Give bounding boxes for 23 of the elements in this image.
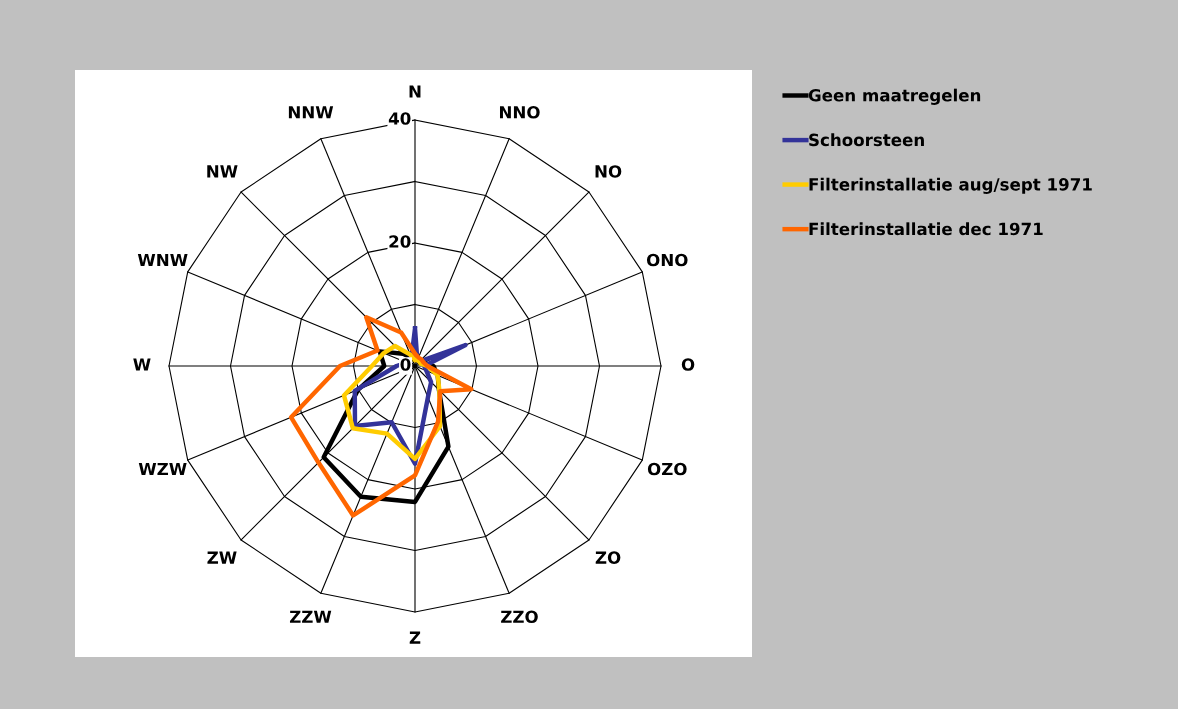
y-tick-label: 40 — [388, 112, 411, 125]
spoke-label: ZO — [595, 551, 621, 564]
legend-label: Geen maatregelen — [808, 88, 981, 105]
spoke-label: O — [681, 358, 695, 371]
spoke-label: ZW — [207, 551, 237, 564]
spoke-label: WZW — [138, 462, 187, 476]
spoke-label: NO — [595, 165, 622, 178]
spoke-label: WNW — [137, 253, 188, 267]
spoke-label: NW — [207, 165, 238, 178]
legend-label: Schoorsteen — [809, 133, 924, 147]
spoke-label: NNW — [288, 106, 334, 119]
spoke-label: OZO — [647, 462, 687, 476]
legend-label: Filterinstallatie aug/sept 1971 — [809, 177, 1092, 194]
spoke-label: NNO — [499, 105, 540, 119]
spoke-label: ZZO — [501, 610, 538, 624]
y-tick-label: 20 — [389, 235, 411, 248]
y-tick-label: 0 — [400, 358, 411, 371]
spoke-label: ZZW — [289, 610, 332, 623]
legend-label: Filterinstallatie dec 1971 — [809, 222, 1043, 236]
spoke-label: Z — [409, 631, 421, 644]
spoke-label: W — [133, 358, 151, 371]
spoke-label: ONO — [646, 253, 688, 267]
spoke-label: N — [409, 85, 421, 98]
